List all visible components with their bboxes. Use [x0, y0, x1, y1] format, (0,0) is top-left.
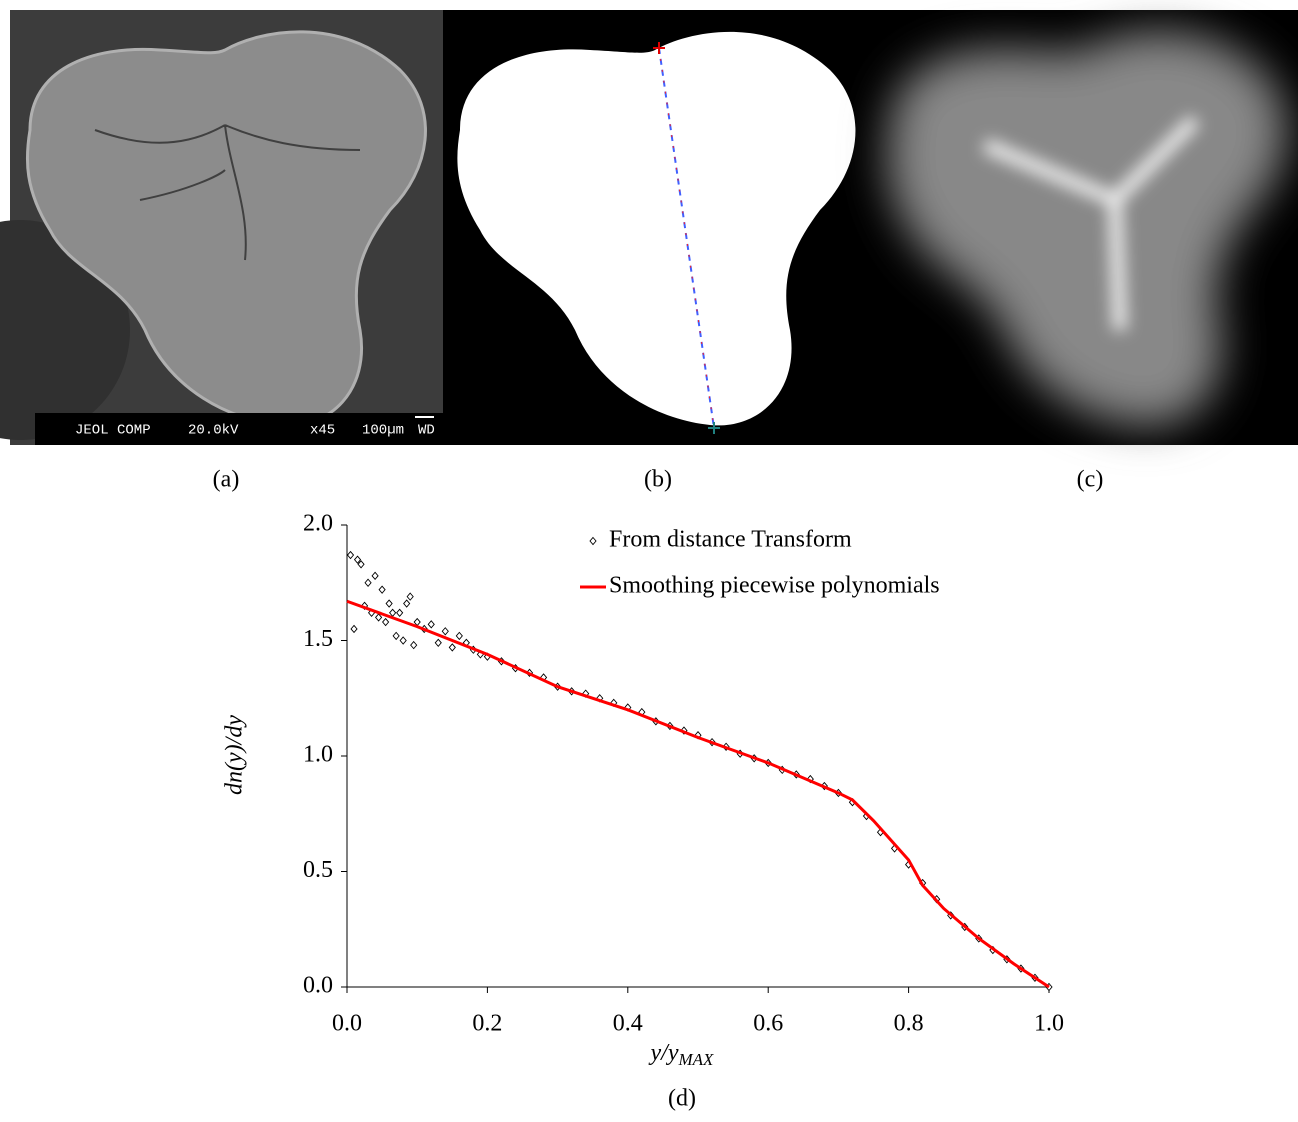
data-point [427, 620, 435, 629]
y-tick-label: 0.5 [303, 857, 333, 883]
data-point [441, 627, 449, 636]
scale-bar-text: JEOL COMP [75, 423, 151, 439]
y-axis-label: dn(y)/dy [222, 715, 248, 795]
panel-label: (c) [1077, 467, 1104, 493]
panel-label: (d) [668, 1086, 696, 1112]
data-point [374, 613, 383, 622]
data-point [378, 585, 386, 594]
x-tick-label: 0.4 [613, 1011, 643, 1037]
x-tick-label: 1.0 [1034, 1011, 1064, 1037]
panel-label: (a) [213, 467, 240, 493]
sem-image: JEOL COMP 20.0kV x45 100µm WD [0, 10, 443, 445]
chart: 0.0 0.5 1.0 1.5 2.0 0.0 0.2 0.4 0.6 0.8 1.0 y/yMAX d… [222, 511, 1065, 1112]
legend-label: Smoothing piecewise polynomials [609, 573, 940, 599]
fit-line [346, 599, 1050, 989]
x-tick-label: 0.2 [472, 1011, 502, 1037]
data-point [385, 599, 393, 608]
y-tick-label: 2.0 [303, 511, 333, 537]
x-axis-label-sub: MAX [678, 1050, 715, 1069]
data-point [455, 631, 463, 641]
data-point [396, 608, 404, 617]
x-axis-label-main: y/y [649, 1040, 679, 1066]
data-point [364, 578, 372, 587]
panel-label: (b) [644, 467, 672, 493]
legend-marker [589, 536, 597, 546]
scale-bar-text: 20.0kV [188, 423, 239, 439]
data-point [389, 608, 397, 617]
binary-image [443, 10, 872, 445]
data-point [371, 571, 379, 581]
data-point [434, 638, 442, 648]
data-point [357, 560, 365, 569]
data-point [399, 636, 407, 645]
data-point [382, 617, 390, 627]
data-point [410, 640, 418, 650]
data-point [406, 592, 414, 601]
y-tick-label: 1.5 [303, 626, 333, 652]
scale-bar-text: x45 [310, 423, 335, 439]
y-tick-label: 1.0 [303, 742, 333, 768]
x-tick-label: 0.0 [332, 1011, 362, 1037]
data-point [392, 631, 400, 641]
data-point [350, 624, 358, 634]
data-point [353, 555, 362, 564]
x-tick-label: 0.8 [894, 1011, 924, 1037]
data-point [346, 550, 355, 560]
data-point [403, 599, 411, 608]
scale-bar-text: 100µm [362, 423, 404, 439]
distance-image [872, 10, 1298, 445]
x-tick-label: 0.6 [753, 1011, 783, 1037]
x-axis-label: y/yMAX [649, 1040, 715, 1069]
y-tick-label: 0.0 [303, 973, 333, 999]
data-point [448, 643, 456, 652]
scale-bar-text: WD [418, 423, 435, 439]
legend-label: From distance Transform [609, 527, 852, 553]
